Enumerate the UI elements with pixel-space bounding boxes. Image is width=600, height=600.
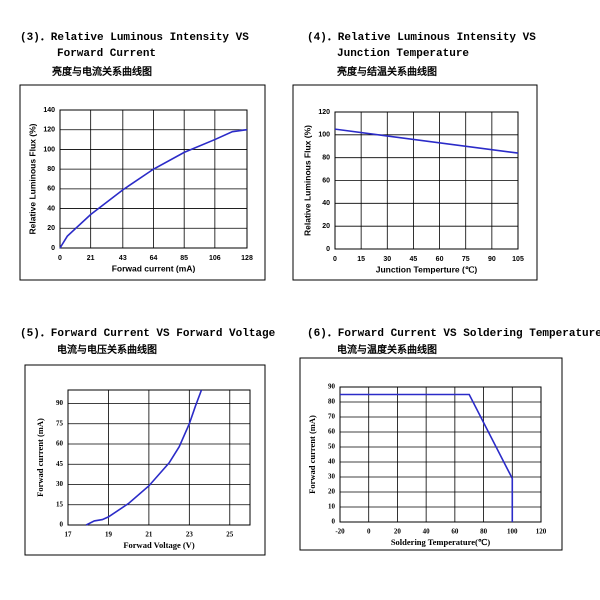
- chart-frame: [24, 364, 266, 556]
- y-tick-label: 90: [56, 399, 64, 407]
- y-tick-label: 60: [56, 440, 64, 448]
- y-tick-label: 80: [322, 155, 330, 162]
- y-tick-label: 0: [332, 518, 336, 526]
- curve: [334, 128, 519, 154]
- x-tick-label: 0: [367, 528, 371, 536]
- y-tick-label: 15: [56, 500, 64, 508]
- x-tick-label: 17: [65, 531, 73, 539]
- chart: (4)．Relative Luminous Intensity VS Juncti…: [292, 32, 538, 281]
- y-tick-label: 10: [328, 503, 336, 511]
- y-tick-label: 75: [56, 419, 64, 427]
- chart-subtitle: 亮度与结温关系曲线图: [337, 65, 437, 78]
- x-tick-label: 105: [512, 256, 524, 263]
- curve: [340, 393, 514, 522]
- y-tick-label: 30: [328, 473, 336, 481]
- y-tick-label: 0: [60, 521, 64, 529]
- x-tick-label: 120: [536, 528, 547, 536]
- x-tick-label: 19: [105, 531, 113, 539]
- x-axis-label: Forwad Voltage (V): [123, 540, 194, 550]
- chart-frame: [299, 357, 563, 551]
- y-tick-label: 30: [56, 480, 64, 488]
- y-tick-label: 120: [43, 127, 55, 134]
- chart-title: (6)．Forward Current VS Soldering Tempera…: [307, 328, 600, 340]
- y-tick-label: 40: [322, 200, 330, 207]
- plot-area: [339, 386, 542, 523]
- x-axis-label: Junction Temperture (℃): [376, 264, 478, 274]
- y-tick-label: 45: [56, 460, 64, 468]
- chart: (6)．Forward Current VS Soldering Tempera…: [299, 328, 600, 551]
- chart-frame: [292, 84, 538, 281]
- y-tick-label: 20: [322, 223, 330, 230]
- x-tick-label: 90: [488, 256, 496, 263]
- y-axis-label: Relative Luminous Flux (%): [27, 123, 37, 234]
- y-tick-label: 90: [328, 383, 336, 391]
- x-tick-label: 60: [451, 528, 459, 536]
- curve: [59, 128, 248, 249]
- x-axis-label: Forwad current (mA): [112, 263, 196, 273]
- x-tick-label: 60: [436, 256, 444, 263]
- chart-title: (3)．Relative Luminous Intensity VS: [20, 32, 249, 44]
- x-tick-label: 100: [507, 528, 518, 536]
- y-tick-label: 70: [328, 413, 336, 421]
- y-axis-label: Forwad current (mA): [307, 415, 317, 494]
- y-tick-label: 60: [322, 177, 330, 184]
- chart-subtitle: 电流与电压关系曲线图: [57, 343, 157, 356]
- chart: (5)．Forward Current VS Forward Voltage 电流…: [20, 328, 276, 556]
- x-tick-label: 30: [383, 256, 391, 263]
- y-tick-label: 60: [328, 428, 336, 436]
- x-tick-label: -20: [335, 528, 345, 536]
- y-tick-label: 40: [47, 205, 55, 212]
- x-tick-label: 25: [226, 531, 234, 539]
- y-tick-label: 80: [328, 398, 336, 406]
- x-tick-label: 21: [145, 531, 153, 539]
- x-tick-label: 23: [186, 531, 194, 539]
- y-tick-label: 0: [51, 245, 55, 252]
- chart-title: Junction Temperature: [337, 48, 469, 60]
- x-tick-label: 106: [209, 255, 221, 262]
- chart-title: (4)．Relative Luminous Intensity VS: [307, 32, 536, 44]
- y-axis-label: Relative Luminous Flux (%): [302, 125, 312, 236]
- x-tick-label: 75: [462, 256, 470, 263]
- x-tick-label: 64: [150, 255, 158, 262]
- chart-subtitle: 电流与温度关系曲线图: [337, 343, 437, 356]
- y-tick-label: 40: [328, 458, 336, 466]
- y-tick-label: 140: [43, 107, 55, 114]
- y-tick-label: 60: [47, 186, 55, 193]
- chart-title: Forward Current: [57, 48, 156, 60]
- x-axis-label: Soldering Temperature(℃): [391, 537, 491, 547]
- x-tick-label: 15: [357, 256, 365, 263]
- x-tick-label: 0: [333, 256, 337, 263]
- y-tick-label: 120: [318, 109, 330, 116]
- x-tick-label: 128: [241, 255, 253, 262]
- x-tick-label: 21: [87, 255, 95, 262]
- curve: [85, 389, 203, 526]
- x-tick-label: 20: [394, 528, 402, 536]
- y-tick-label: 0: [326, 246, 330, 253]
- y-axis-label: Forwad current (mA): [35, 418, 45, 497]
- x-tick-label: 45: [410, 256, 418, 263]
- x-tick-label: 0: [58, 255, 62, 262]
- chart-title: (5)．Forward Current VS Forward Voltage: [20, 328, 276, 340]
- x-tick-label: 85: [180, 255, 188, 262]
- chart: (3)．Relative Luminous Intensity VS Forwar…: [19, 32, 266, 281]
- y-tick-label: 100: [318, 132, 330, 139]
- x-tick-label: 40: [423, 528, 431, 536]
- chart-subtitle: 亮度与电流关系曲线图: [52, 65, 152, 78]
- x-tick-label: 43: [119, 255, 127, 262]
- y-tick-label: 100: [43, 146, 55, 153]
- y-tick-label: 80: [47, 166, 55, 173]
- y-tick-label: 50: [328, 443, 336, 451]
- chart-frame: [19, 84, 266, 281]
- y-tick-label: 20: [328, 488, 336, 496]
- x-tick-label: 80: [480, 528, 488, 536]
- y-tick-label: 20: [47, 225, 55, 232]
